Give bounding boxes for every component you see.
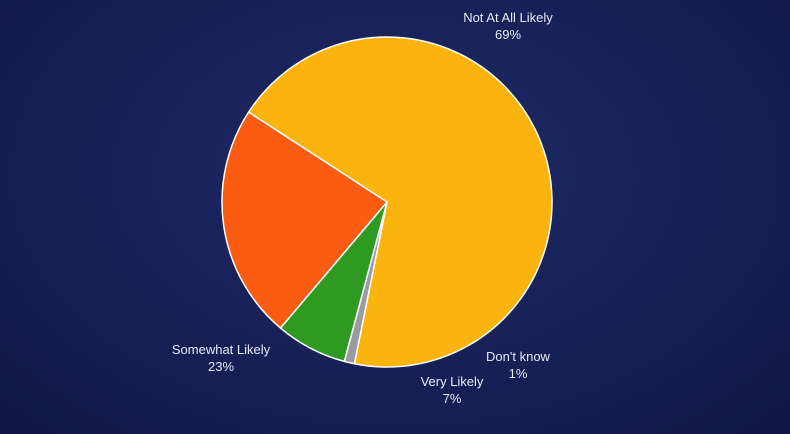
pie-slice-somewhat-likely	[221, 111, 388, 329]
slice-label-not-at-all-likely: Not At All Likely	[463, 10, 553, 25]
slice-value-not-at-all-likely: 69%	[495, 27, 521, 42]
slice-label-dont-know: Don't know	[486, 349, 551, 364]
slice-label-very-likely: Very Likely	[421, 374, 484, 389]
slice-label-somewhat-likely: Somewhat Likely	[172, 342, 271, 357]
slice-value-dont-know: 1%	[509, 366, 528, 381]
pie-slice-not-at-all-likely	[247, 36, 553, 368]
slice-labels: Not At All Likely 69% Don't know 1% Very…	[172, 10, 553, 406]
pie-slices	[221, 36, 553, 368]
slice-value-very-likely: 7%	[443, 391, 462, 406]
slice-value-somewhat-likely: 23%	[208, 359, 234, 374]
